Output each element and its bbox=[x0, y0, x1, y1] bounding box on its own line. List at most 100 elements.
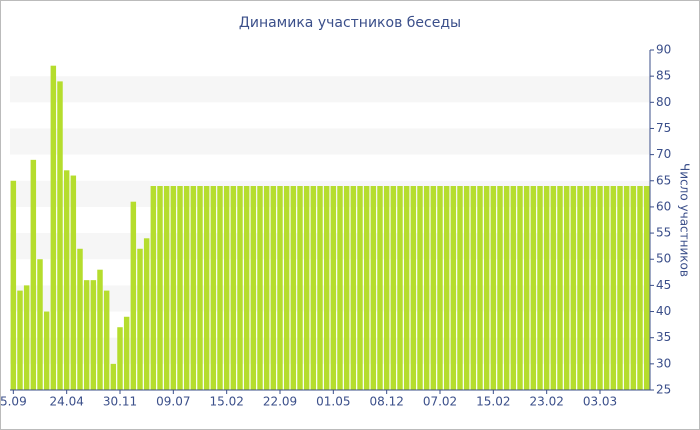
y-tick-label: 75 bbox=[656, 121, 671, 135]
grid-band bbox=[10, 180, 650, 207]
bar bbox=[430, 186, 437, 390]
grid-band bbox=[10, 337, 650, 364]
bar bbox=[283, 186, 290, 390]
bar bbox=[17, 290, 23, 390]
bar bbox=[637, 186, 643, 390]
bar bbox=[610, 186, 617, 390]
y-tick-label: 40 bbox=[656, 304, 671, 318]
bar bbox=[37, 259, 43, 390]
y-tick-label: 70 bbox=[656, 147, 671, 161]
bar bbox=[323, 186, 330, 390]
bar bbox=[537, 186, 543, 390]
y-tick-label: 50 bbox=[656, 252, 671, 266]
bar bbox=[83, 280, 90, 390]
bar bbox=[190, 186, 197, 390]
bar bbox=[510, 186, 517, 390]
bar bbox=[470, 186, 477, 390]
grid-band bbox=[10, 128, 650, 155]
bar bbox=[483, 186, 490, 390]
bar bbox=[417, 186, 423, 390]
bar bbox=[10, 180, 17, 390]
bar bbox=[210, 186, 217, 390]
bar bbox=[523, 186, 530, 390]
bar bbox=[623, 186, 630, 390]
x-tick-label: 22.09 bbox=[263, 395, 297, 409]
bar bbox=[103, 290, 110, 390]
bar bbox=[577, 186, 583, 390]
bar bbox=[317, 186, 323, 390]
bar bbox=[543, 186, 550, 390]
x-tick-label: 15.02 bbox=[209, 395, 243, 409]
y-tick-label: 80 bbox=[656, 95, 671, 109]
bar bbox=[117, 327, 123, 390]
x-tick-label: 5.09 bbox=[0, 395, 27, 409]
bar bbox=[90, 280, 97, 390]
bar bbox=[290, 186, 297, 390]
bar bbox=[390, 186, 397, 390]
x-tick-label: 30.11 bbox=[103, 395, 137, 409]
chart-title: Динамика участников беседы bbox=[239, 15, 461, 31]
bar bbox=[63, 170, 70, 390]
grid-band bbox=[10, 233, 650, 260]
bar bbox=[23, 285, 30, 390]
bar bbox=[337, 186, 343, 390]
bar bbox=[497, 186, 503, 390]
bar bbox=[223, 186, 230, 390]
bar bbox=[383, 186, 390, 390]
y-tick-label: 45 bbox=[656, 278, 671, 292]
bar bbox=[590, 186, 597, 390]
bar bbox=[350, 186, 357, 390]
bar bbox=[330, 186, 337, 390]
bar bbox=[137, 248, 143, 390]
bar bbox=[297, 186, 303, 390]
bar bbox=[270, 186, 277, 390]
bar bbox=[597, 186, 603, 390]
bar bbox=[450, 186, 457, 390]
bar bbox=[583, 186, 590, 390]
bar bbox=[357, 186, 363, 390]
y-tick-label: 25 bbox=[656, 383, 671, 397]
bar bbox=[77, 248, 83, 390]
bar bbox=[377, 186, 383, 390]
x-tick-label: 24.04 bbox=[49, 395, 83, 409]
bar bbox=[237, 186, 243, 390]
bar bbox=[277, 186, 283, 390]
bar bbox=[563, 186, 570, 390]
bar bbox=[57, 81, 63, 390]
bar bbox=[557, 186, 563, 390]
y-tick-label: 65 bbox=[656, 173, 671, 187]
bar bbox=[110, 363, 117, 390]
bar bbox=[423, 186, 430, 390]
bar bbox=[217, 186, 223, 390]
bar bbox=[97, 269, 103, 390]
bar bbox=[570, 186, 577, 390]
bar bbox=[403, 186, 410, 390]
bar bbox=[197, 186, 203, 390]
bar bbox=[257, 186, 263, 390]
bar bbox=[123, 316, 130, 390]
bar bbox=[463, 186, 470, 390]
bar bbox=[550, 186, 557, 390]
x-tick-label: 15.02 bbox=[476, 395, 510, 409]
x-tick-label: 23.02 bbox=[529, 395, 563, 409]
bar bbox=[530, 186, 537, 390]
x-tick-label: 07.02 bbox=[423, 395, 457, 409]
bar bbox=[630, 186, 637, 390]
bar bbox=[50, 65, 57, 390]
bar bbox=[517, 186, 523, 390]
y-tick-label: 35 bbox=[656, 330, 671, 344]
bar bbox=[303, 186, 310, 390]
bar bbox=[203, 186, 210, 390]
bar bbox=[143, 238, 150, 390]
bar bbox=[603, 186, 610, 390]
bar bbox=[370, 186, 377, 390]
bar bbox=[477, 186, 483, 390]
bar bbox=[437, 186, 443, 390]
bar bbox=[443, 186, 450, 390]
bar bbox=[343, 186, 350, 390]
y-tick-label: 90 bbox=[656, 43, 671, 57]
bar bbox=[397, 186, 403, 390]
y-tick-label: 55 bbox=[656, 226, 671, 240]
bar bbox=[263, 186, 270, 390]
